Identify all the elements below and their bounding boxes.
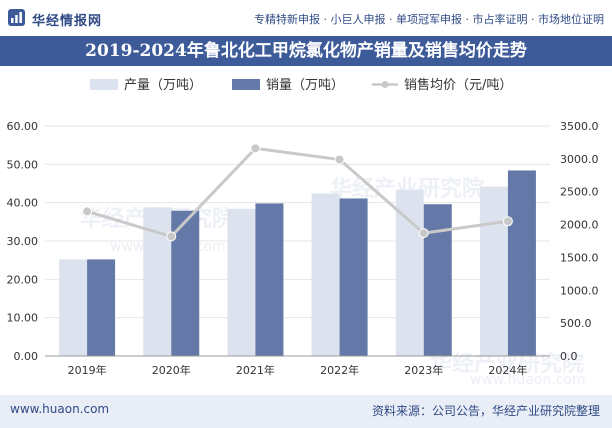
sales-bar <box>507 170 536 356</box>
price-point <box>502 216 513 227</box>
left-axis-tick-label: 10.00 <box>7 312 39 325</box>
price-point <box>166 231 177 242</box>
axes: 0.00 10.00 20.00 30.00 40.00 50.00 60.00 0.0 500… <box>7 120 599 377</box>
left-axis-tick-label: 30.00 <box>7 235 39 248</box>
footer-source: 资料来源：公司公告，华经产业研究院整理 <box>371 404 600 418</box>
x-axis-tick-label: 2019年 <box>68 363 107 377</box>
price-point <box>418 228 429 239</box>
legend-price-marker <box>381 81 389 88</box>
x-axis-tick-label: 2021年 <box>236 363 275 377</box>
price-line <box>86 146 509 239</box>
top-banner: 华经情报网 专精特新申报 · 小巨人申报 · 单项冠军申报 · 市占率证明 · … <box>0 0 612 36</box>
footer-bar <box>0 395 612 428</box>
legend-production-swatch <box>90 79 118 90</box>
production-bar <box>227 208 256 356</box>
chart-title: 2019-2024年鲁北化工甲烷氯化物产销量及销售均价走势 <box>85 41 527 61</box>
sales-bar <box>423 204 452 356</box>
left-axis-tick-label: 20.00 <box>7 273 39 286</box>
watermark-site: www.huaon.com <box>470 372 586 388</box>
price-line-series <box>82 143 513 242</box>
bar-series <box>59 170 536 356</box>
right-axis-tick-label: 1000.0 <box>560 284 599 297</box>
right-axis-tick-label: 2000.0 <box>560 219 599 232</box>
sales-bar <box>339 198 368 356</box>
gridlines <box>45 125 550 319</box>
right-axis-tick-label: 500.0 <box>560 317 592 330</box>
x-axis-tick-label: 2020年 <box>152 363 191 377</box>
right-axis-tick-label: 3000.0 <box>560 153 599 166</box>
left-axis-tick-label: 0.00 <box>14 350 39 363</box>
price-point <box>334 154 345 165</box>
legend-price-label: 销售均价（元/吨） <box>404 77 512 93</box>
right-axis-tick-label: 3500.0 <box>560 120 599 133</box>
title-bar <box>0 36 612 66</box>
left-axis-tick-label: 60.00 <box>7 120 39 133</box>
price-point <box>82 206 93 217</box>
left-axis-tick-label: 50.00 <box>7 158 39 171</box>
production-bar <box>479 186 508 356</box>
service-tagline: 专精特新申报 · 小巨人申报 · 单项冠军申报 · 市占率证明 · 市场地位证明 <box>254 13 604 26</box>
price-point <box>250 143 261 154</box>
right-axis-tick-label: 2500.0 <box>560 186 599 199</box>
left-axis-tick-label: 40.00 <box>7 197 39 210</box>
legend-sales-label: 销量（万吨） <box>266 78 344 93</box>
legend-production-label: 产量（万吨） <box>124 78 202 93</box>
chart-area: 华经产业研究院 华经产业研究院 华经产业研究院 www.huaon.com ww… <box>7 77 599 388</box>
sales-bar <box>255 203 284 356</box>
legend-sales-swatch <box>232 79 260 90</box>
production-bar <box>59 259 88 356</box>
brand-name: 华经情报网 <box>32 14 103 29</box>
production-bar <box>395 189 424 356</box>
x-axis-tick-label: 2023年 <box>404 363 443 377</box>
huajing-logo-icon <box>8 9 25 26</box>
legend: 产量（万吨） 销量（万吨） 销售均价（元/吨） <box>90 77 512 93</box>
sales-bar <box>87 259 116 356</box>
x-axis-tick-label: 2024年 <box>488 363 527 377</box>
production-bar <box>311 193 340 356</box>
x-axis-tick-label: 2022年 <box>320 363 359 377</box>
right-axis-tick-label: 1500.0 <box>560 251 599 264</box>
footer-website: www.huaon.com <box>10 402 110 416</box>
right-axis-tick-label: 0.0 <box>560 350 578 363</box>
